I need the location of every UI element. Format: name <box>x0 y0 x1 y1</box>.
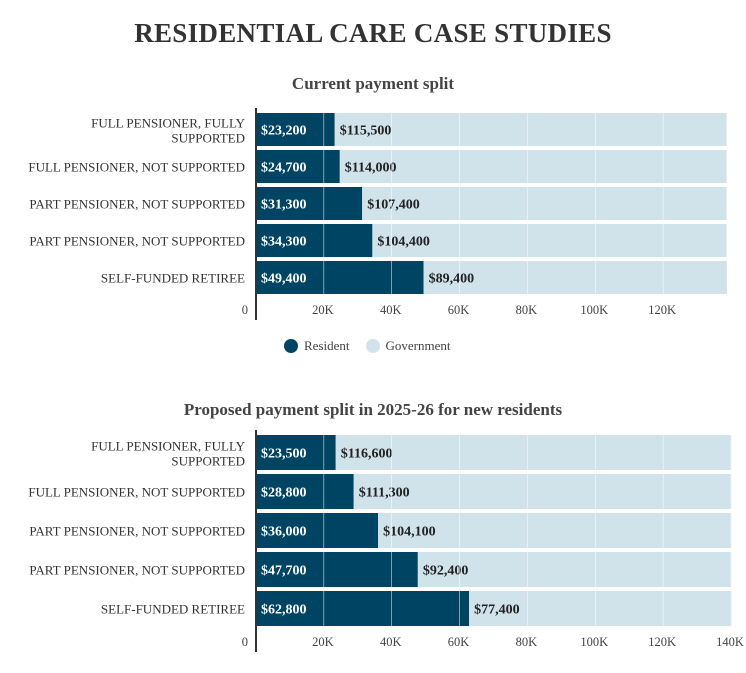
x-tick-label: 80K <box>516 303 538 317</box>
resident-bar <box>256 513 379 548</box>
category-label: PART PENSIONER, NOT SUPPORTED <box>29 524 245 539</box>
x-tick-label: 80K <box>516 635 538 649</box>
legend: Resident Government <box>284 338 450 354</box>
resident-value-label: $23,200 <box>261 124 307 139</box>
category-label: FULL PENSIONER, NOT SUPPORTED <box>28 160 245 175</box>
government-bar <box>334 113 727 146</box>
resident-bar <box>256 187 363 220</box>
x-tick-label: 100K <box>580 303 608 317</box>
government-bar <box>353 474 732 509</box>
x-tick-label: 0 <box>242 635 248 649</box>
resident-value-label: $31,300 <box>261 198 307 213</box>
category-label: PART PENSIONER, NOT SUPPORTED <box>29 197 245 212</box>
resident-value-label: $47,700 <box>261 564 307 579</box>
government-value-label: $89,400 <box>429 272 475 287</box>
category-label: PART PENSIONER, NOT SUPPORTED <box>29 563 245 578</box>
government-bar <box>372 224 727 257</box>
government-bar <box>378 513 732 548</box>
x-tick-label: 120K <box>648 303 676 317</box>
category-label: FULL PENSIONER, NOT SUPPORTED <box>28 485 245 500</box>
resident-bar <box>256 474 354 509</box>
resident-bar <box>256 224 373 257</box>
legend-government-label: Government <box>385 338 451 353</box>
government-value-label: $114,000 <box>345 161 397 176</box>
government-bar <box>362 187 727 220</box>
government-value-label: $104,100 <box>383 525 436 540</box>
government-value-label: $77,400 <box>474 603 519 618</box>
resident-bar <box>256 150 340 183</box>
government-value-label: $104,400 <box>377 235 430 250</box>
government-value-label: $116,600 <box>341 447 393 462</box>
x-tick-label: 60K <box>448 303 470 317</box>
resident-bar <box>256 435 336 470</box>
government-value-label: $115,500 <box>340 124 392 139</box>
chart-current-split: $23,200 $115,500 FULL PENSIONER, FULLYSUPP… <box>28 108 727 320</box>
resident-bar <box>256 591 470 626</box>
government-bar <box>417 552 732 587</box>
resident-bar <box>256 261 424 294</box>
x-tick-label: 100K <box>580 635 608 649</box>
x-tick-label: 140K <box>716 635 744 649</box>
x-tick-label: 20K <box>312 635 334 649</box>
resident-value-label: $36,000 <box>261 525 307 540</box>
legend-resident-swatch <box>284 339 298 353</box>
chart-1-title: Current payment split <box>291 74 455 93</box>
resident-value-label: $24,700 <box>261 161 307 176</box>
x-tick-label: 0 <box>242 303 248 317</box>
category-label: PART PENSIONER, NOT SUPPORTED <box>29 234 245 249</box>
resident-value-label: $28,800 <box>261 486 307 501</box>
government-bar <box>423 261 727 294</box>
legend-resident-label: Resident <box>304 338 350 353</box>
government-value-label: $111,300 <box>359 486 410 501</box>
government-bar <box>335 435 732 470</box>
government-bar <box>469 591 732 626</box>
category-label: SUPPORTED <box>171 454 245 469</box>
resident-bar <box>256 552 418 587</box>
category-label: SELF-FUNDED RETIREE <box>101 271 245 286</box>
category-label: FULL PENSIONER, FULLY <box>91 116 245 131</box>
chart-2-title: Proposed payment split in 2025-26 for ne… <box>183 400 563 419</box>
x-tick-label: 120K <box>648 635 676 649</box>
government-bar <box>339 150 727 183</box>
category-label: FULL PENSIONER, FULLY <box>91 439 245 454</box>
government-value-label: $92,400 <box>423 564 469 579</box>
government-value-label: $107,400 <box>367 198 420 213</box>
resident-value-label: $34,300 <box>261 235 307 250</box>
resident-value-label: $62,800 <box>261 603 307 618</box>
x-tick-label: 40K <box>380 635 402 649</box>
resident-bar <box>256 113 335 146</box>
resident-value-label: $49,400 <box>261 272 307 287</box>
x-tick-label: 20K <box>312 303 334 317</box>
legend-government-swatch <box>365 339 380 353</box>
resident-value-label: $23,500 <box>261 447 307 462</box>
category-label: SUPPORTED <box>171 131 245 146</box>
x-tick-label: 60K <box>448 635 470 649</box>
category-label: SELF-FUNDED RETIREE <box>101 602 245 617</box>
page-title: RESIDENTIAL CARE CASE STUDIES <box>134 18 612 48</box>
x-tick-label: 40K <box>380 303 402 317</box>
